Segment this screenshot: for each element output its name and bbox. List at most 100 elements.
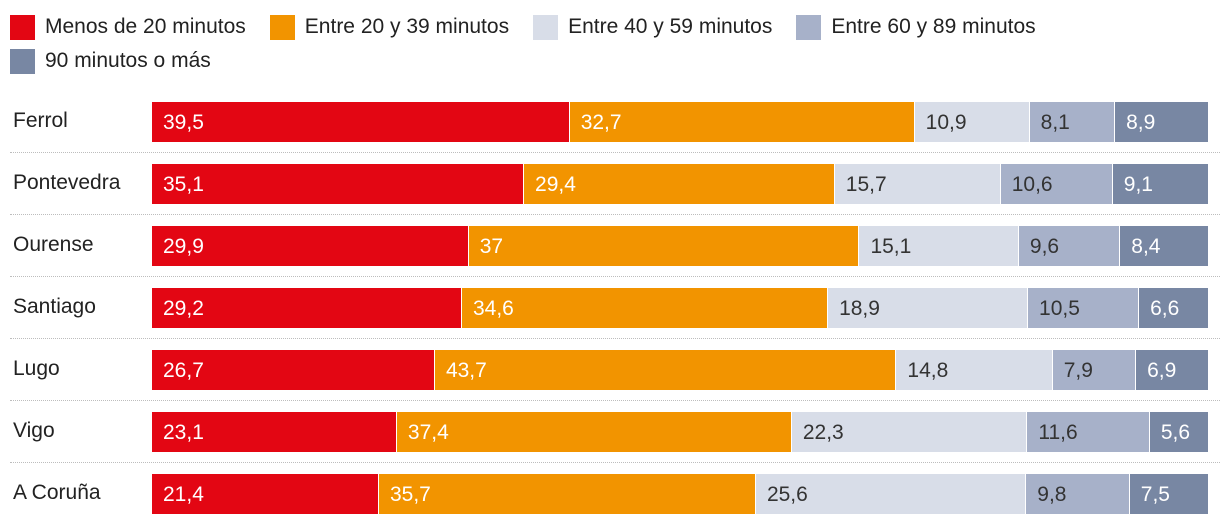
bar-segment: 8,4 xyxy=(1119,226,1208,266)
legend-row: Menos de 20 minutos Entre 20 y 39 minuto… xyxy=(10,10,1210,44)
bar-segment: 43,7 xyxy=(433,350,896,390)
bar-segment: 9,1 xyxy=(1111,164,1208,204)
bar-segment: 11,6 xyxy=(1026,412,1149,452)
legend-item-40-59: Entre 40 y 59 minutos xyxy=(533,14,773,40)
row-divider xyxy=(10,400,1220,401)
bar-segment: 7,9 xyxy=(1051,350,1136,390)
legend-swatch xyxy=(796,14,822,40)
data-label: 15,7 xyxy=(845,173,887,196)
bar-row: Ourense 29,9 37 15,1 9,6 8,4 xyxy=(10,214,1210,276)
bar-segment: 32,7 xyxy=(568,102,914,142)
category-label: Lugo xyxy=(13,357,60,380)
row-divider xyxy=(10,214,1220,215)
legend-item-60-89: Entre 60 y 89 minutos xyxy=(796,14,1036,40)
legend-label: Entre 40 y 59 minutos xyxy=(568,15,773,38)
bar-segment: 15,1 xyxy=(858,226,1018,266)
bar-segment: 37,4 xyxy=(395,412,791,452)
data-label: 35,7 xyxy=(389,483,431,506)
legend-label: Entre 60 y 89 minutos xyxy=(831,15,1036,38)
legend-item-menos-20: Menos de 20 minutos xyxy=(10,14,246,40)
legend-swatch xyxy=(10,14,35,40)
data-label: 37,4 xyxy=(407,421,449,444)
data-label: 35,1 xyxy=(163,173,204,196)
data-label: 25,6 xyxy=(766,483,808,506)
bar-segment: 26,7 xyxy=(152,350,434,390)
data-label: 37 xyxy=(479,235,504,258)
bar-row: Santiago 29,2 34,6 18,9 10,5 6,6 xyxy=(10,276,1210,338)
bar-segment: 37 xyxy=(467,226,859,266)
bar-segment: 35,7 xyxy=(377,474,755,514)
data-label: 15,1 xyxy=(870,235,912,258)
bar-segment: 7,5 xyxy=(1128,474,1208,514)
legend-row: 90 minutos o más xyxy=(10,44,1210,78)
data-label: 6,6 xyxy=(1150,297,1180,320)
legend-label: 90 minutos o más xyxy=(45,49,211,72)
data-label: 29,4 xyxy=(535,173,576,196)
bar-row: Ferrol 39,5 32,7 10,9 8,1 8,9 xyxy=(10,90,1210,152)
stacked-bar: 26,7 43,7 14,8 7,9 6,9 xyxy=(152,350,1208,390)
data-label: 11,6 xyxy=(1038,421,1078,444)
bar-row: A Coruña 21,4 35,7 25,6 9,8 7,5 xyxy=(10,462,1210,524)
bar-segment: 35,1 xyxy=(152,164,524,204)
data-label: 10,5 xyxy=(1039,297,1080,320)
data-label: 32,7 xyxy=(580,111,622,134)
data-label: 43,7 xyxy=(445,359,487,382)
data-label: 5,6 xyxy=(1160,421,1191,444)
data-label: 7,9 xyxy=(1063,359,1093,382)
bar-segment: 29,9 xyxy=(152,226,468,266)
category-label: Ferrol xyxy=(13,109,68,132)
stacked-bar: 29,2 34,6 18,9 10,5 6,6 xyxy=(152,288,1208,328)
stacked-bar: 35,1 29,4 15,7 10,6 9,1 xyxy=(152,164,1208,204)
row-divider xyxy=(10,462,1220,463)
bar-segment: 8,9 xyxy=(1114,102,1208,142)
category-label: Vigo xyxy=(13,419,55,442)
bar-segment: 34,6 xyxy=(460,288,828,328)
bar-segment: 14,8 xyxy=(895,350,1052,390)
bar-segment: 22,3 xyxy=(790,412,1027,452)
category-label: Santiago xyxy=(13,295,96,318)
bar-row: Pontevedra 35,1 29,4 15,7 10,6 9,1 xyxy=(10,152,1210,214)
data-label: 29,2 xyxy=(163,297,204,320)
data-label: 10,6 xyxy=(1011,173,1053,196)
data-label: 18,9 xyxy=(839,297,880,320)
category-label: Ourense xyxy=(13,233,94,256)
stacked-bar: 29,9 37 15,1 9,6 8,4 xyxy=(152,226,1208,266)
data-label: 29,9 xyxy=(163,235,204,258)
stacked-bar: 21,4 35,7 25,6 9,8 7,5 xyxy=(152,474,1208,514)
bar-segment: 23,1 xyxy=(152,412,396,452)
bar-segment: 9,8 xyxy=(1025,474,1129,514)
legend-item-20-39: Entre 20 y 39 minutos xyxy=(269,14,510,40)
data-label: 23,1 xyxy=(163,421,204,444)
data-label: 10,9 xyxy=(925,111,967,134)
row-divider xyxy=(10,276,1220,277)
data-label: 22,3 xyxy=(802,421,844,444)
bar-row: Vigo 23,1 37,4 22,3 11,6 5,6 xyxy=(10,400,1210,462)
bar-segment: 25,6 xyxy=(754,474,1026,514)
bar-segment: 8,1 xyxy=(1028,102,1115,142)
data-label: 6,9 xyxy=(1147,359,1177,382)
bar-segment: 39,5 xyxy=(152,102,569,142)
category-label: Pontevedra xyxy=(13,171,121,194)
legend-label: Entre 20 y 39 minutos xyxy=(304,15,510,38)
data-label: 14,8 xyxy=(907,359,949,382)
bar-segment: 10,9 xyxy=(913,102,1029,142)
data-label: 8,1 xyxy=(1040,111,1070,134)
bar-row: Lugo 26,7 43,7 14,8 7,9 6,9 xyxy=(10,338,1210,400)
bar-segment: 15,7 xyxy=(833,164,1000,204)
data-label: 8,9 xyxy=(1126,111,1156,134)
legend-swatch xyxy=(10,48,35,74)
stacked-bar: 23,1 37,4 22,3 11,6 5,6 xyxy=(152,412,1208,452)
row-divider xyxy=(10,338,1220,339)
bar-segment: 29,4 xyxy=(523,164,834,204)
row-divider xyxy=(10,152,1220,153)
legend-swatch xyxy=(533,14,559,40)
category-label: A Coruña xyxy=(13,481,101,504)
data-label: 9,1 xyxy=(1123,173,1153,196)
data-label: 8,4 xyxy=(1131,235,1161,258)
chart-legend: Menos de 20 minutos Entre 20 y 39 minuto… xyxy=(10,10,1210,78)
data-label: 9,8 xyxy=(1037,483,1067,506)
data-label: 39,5 xyxy=(163,111,204,134)
data-label: 34,6 xyxy=(472,297,514,320)
stacked-bar: 39,5 32,7 10,9 8,1 8,9 xyxy=(152,102,1208,142)
bar-segment: 10,6 xyxy=(999,164,1112,204)
